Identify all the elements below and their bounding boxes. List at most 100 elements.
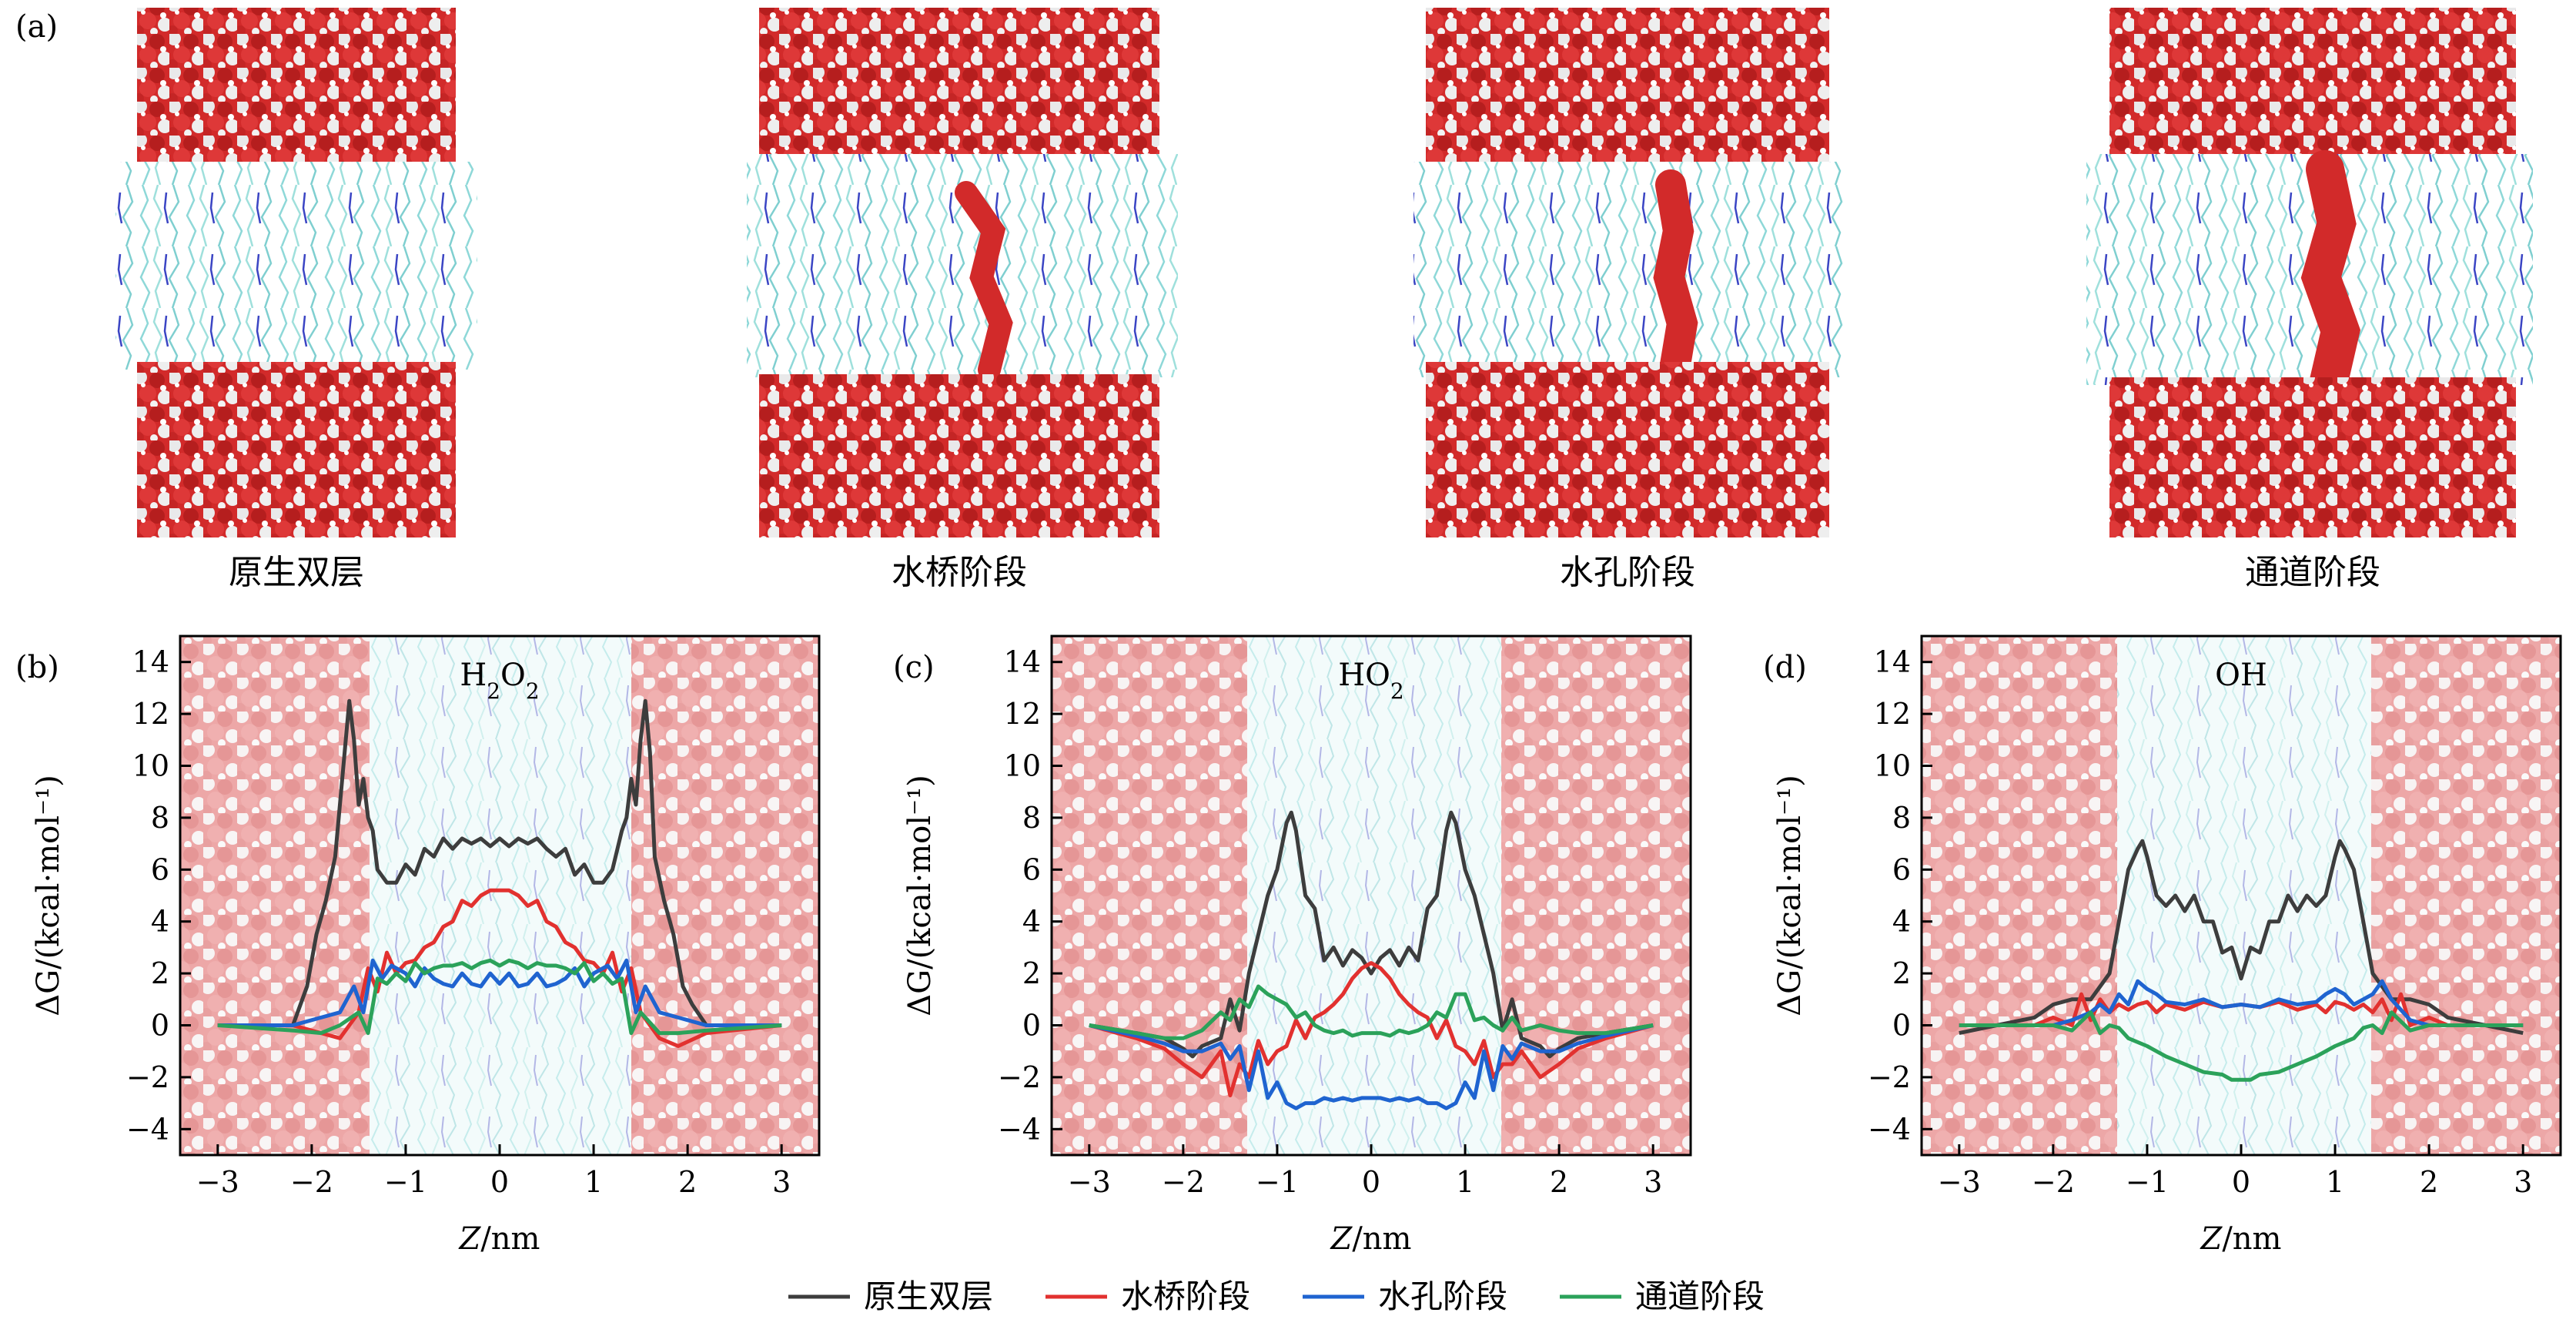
- x-axis-label: Z/nm: [458, 1221, 540, 1257]
- x-tick-label: 0: [2232, 1165, 2250, 1199]
- legend-label: 通道阶段: [1635, 1277, 1765, 1315]
- y-tick-label: −2: [1868, 1060, 1911, 1094]
- series-line: [1089, 810, 1654, 1059]
- panel-a-label: (a): [15, 9, 58, 45]
- x-axis-label: Z/nm: [1330, 1221, 1412, 1257]
- y-tick-label: −2: [998, 1060, 1041, 1094]
- y-tick-label: 8: [1892, 801, 1911, 835]
- x-tick-label: 0: [1362, 1165, 1380, 1199]
- x-tick-label: −1: [384, 1165, 427, 1199]
- water-slab-top: [1426, 8, 1829, 169]
- x-tick-label: 3: [772, 1165, 791, 1199]
- x-tick-label: −3: [1068, 1165, 1111, 1199]
- series-line: [217, 958, 782, 1027]
- chart-title: H2O2: [460, 658, 539, 704]
- series-line: [1959, 1010, 2524, 1082]
- water-slab-top: [137, 8, 456, 169]
- x-tick-label: 3: [2514, 1165, 2532, 1199]
- legend-label: 原生双层: [864, 1277, 993, 1315]
- y-tick-label: 14: [1874, 645, 1911, 679]
- series-line: [1959, 839, 2524, 1036]
- x-tick-label: 3: [1644, 1165, 1662, 1199]
- x-tick-label: 0: [490, 1165, 509, 1199]
- y-tick-label: 8: [1022, 801, 1041, 835]
- x-tick-label: 1: [1456, 1165, 1474, 1199]
- y-tick-label: 6: [151, 852, 169, 886]
- water-pore: [1653, 169, 1698, 385]
- water-slab-bottom: [759, 374, 1159, 537]
- series-line: [1089, 984, 1654, 1040]
- legend: 原生双层 水桥阶段 水孔阶段 通道阶段: [788, 1277, 1765, 1315]
- y-axis-label: ΔG/(kcal·mol⁻¹): [31, 775, 66, 1016]
- chart-title: HO2: [1338, 658, 1404, 704]
- x-tick-label: 2: [1550, 1165, 1568, 1199]
- water-channel: [2300, 150, 2361, 400]
- water-slab-top: [2109, 8, 2516, 162]
- chart-title: OH: [2215, 658, 2267, 693]
- y-tick-label: 2: [151, 956, 169, 990]
- lipid-region: [115, 162, 477, 370]
- water-bridge: [955, 181, 1013, 381]
- y-tick-label: −4: [998, 1112, 1041, 1146]
- legend-label: 水孔阶段: [1378, 1277, 1507, 1315]
- y-tick-label: 10: [132, 749, 169, 783]
- series-line: [217, 958, 782, 1036]
- y-tick-label: 2: [1022, 956, 1041, 990]
- panel-d-label: (d): [1763, 650, 1807, 685]
- panel-c-label: (c): [893, 650, 935, 685]
- snapshot-native-bilayer: 原生双层: [115, 8, 477, 592]
- snapshot-caption: 通道阶段: [2245, 553, 2380, 592]
- y-axis-label: ΔG/(kcal·mol⁻¹): [1772, 775, 1808, 1016]
- x-tick-label: 1: [2326, 1165, 2344, 1199]
- x-tick-label: −1: [1256, 1165, 1299, 1199]
- series-line: [217, 698, 782, 1027]
- y-tick-label: 10: [1004, 749, 1041, 783]
- water-slab-bottom: [2109, 377, 2516, 537]
- y-tick-label: 4: [1022, 905, 1041, 939]
- y-tick-label: 8: [151, 801, 169, 835]
- y-tick-label: 0: [151, 1009, 169, 1043]
- x-tick-label: −3: [1938, 1165, 1981, 1199]
- y-tick-label: 4: [1892, 905, 1911, 939]
- series-line: [1959, 979, 2524, 1027]
- plot-bg-lipid: [370, 636, 631, 1155]
- x-tick-label: −1: [2126, 1165, 2169, 1199]
- water-slab-bottom: [137, 362, 456, 537]
- snapshot-caption: 原生双层: [229, 553, 364, 592]
- y-tick-label: 0: [1022, 1009, 1041, 1043]
- snapshot-caption: 水孔阶段: [1560, 553, 1695, 592]
- x-tick-label: −2: [290, 1165, 333, 1199]
- y-tick-label: 6: [1022, 852, 1041, 886]
- x-tick-label: 2: [2420, 1165, 2438, 1199]
- series-line: [1089, 961, 1654, 1097]
- series-line: [1089, 1023, 1654, 1110]
- x-tick-label: 2: [678, 1165, 697, 1199]
- water-slab-top: [759, 8, 1159, 162]
- snapshot-water-pore: 水孔阶段: [1413, 8, 1845, 592]
- plot-bg-lipid: [2117, 636, 2371, 1155]
- x-tick-label: −2: [1162, 1165, 1205, 1199]
- x-tick-label: −2: [2032, 1165, 2075, 1199]
- x-tick-label: −3: [196, 1165, 239, 1199]
- y-tick-label: 14: [1004, 645, 1041, 679]
- y-tick-label: 12: [132, 697, 169, 731]
- y-tick-label: 2: [1892, 956, 1911, 990]
- y-tick-label: 12: [1874, 697, 1911, 731]
- y-tick-label: 14: [132, 645, 169, 679]
- lipid-region: [1413, 162, 1845, 377]
- x-axis-label: Z/nm: [2200, 1221, 2282, 1257]
- snapshot-water-bridge: 水桥阶段: [747, 8, 1178, 592]
- y-tick-label: −4: [126, 1112, 169, 1146]
- snapshot-channel: 通道阶段: [2086, 8, 2533, 592]
- y-tick-label: −4: [1868, 1112, 1911, 1146]
- y-tick-label: 4: [151, 905, 169, 939]
- y-tick-label: 0: [1892, 1009, 1911, 1043]
- y-tick-label: 10: [1874, 749, 1911, 783]
- y-tick-label: 12: [1004, 697, 1041, 731]
- snapshot-caption: 水桥阶段: [892, 553, 1027, 592]
- y-tick-label: −2: [126, 1060, 169, 1094]
